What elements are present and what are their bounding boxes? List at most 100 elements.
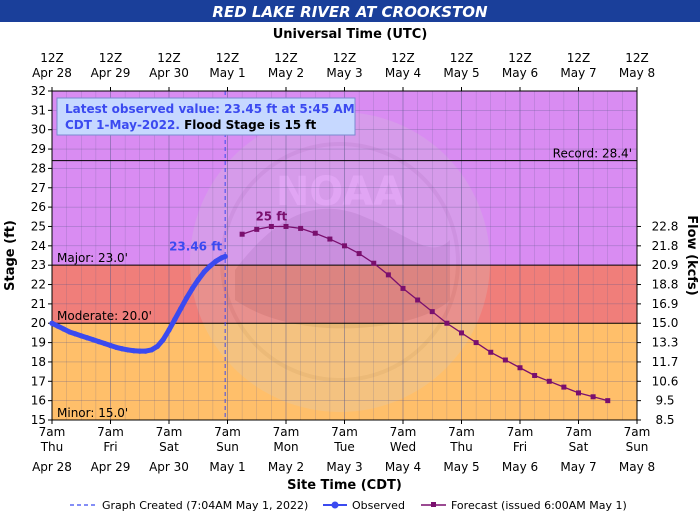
x-tick-time: 7am (448, 425, 475, 439)
observed-point (96, 339, 102, 345)
x-tick-time: 7am (156, 425, 183, 439)
top-x-tick-time: 12Z (508, 51, 532, 65)
x-tick-day: Sat (569, 440, 589, 454)
forecast-point (371, 260, 377, 266)
x-tick-date: May 4 (385, 460, 421, 474)
observed-point (137, 348, 143, 354)
forecast-point (532, 372, 538, 378)
y-axis-title: Stage (ft) (3, 220, 18, 291)
legend-forecast: Forecast (issued 6:00AM May 1) (451, 499, 627, 512)
observed-point (222, 253, 228, 260)
top-x-tick-date: May 3 (326, 66, 362, 80)
threshold-label-major: Major: 23.0' (57, 251, 128, 265)
x-tick-time: 7am (390, 425, 417, 439)
x-tick-time: 7am (331, 425, 358, 439)
flow-tick-label: 11.7 (652, 355, 679, 369)
forecast-point (298, 225, 304, 231)
x-tick-time: 7am (39, 425, 66, 439)
axes: 15 16 17 18 19 20 21 22 23 24 25 26 27 28 29 30 31 32 8.5 9… (3, 51, 699, 493)
x-tick-time: 7am (624, 425, 651, 439)
y-tick-label: 32 (31, 84, 46, 98)
observed-point (172, 316, 178, 322)
flow-tick-label: 18.8 (652, 278, 679, 292)
svg-text:NOAA: NOAA (276, 169, 404, 215)
y2-axis-title: Flow (kcfs) (684, 215, 699, 295)
forecast-point (327, 236, 333, 242)
x-tick-day: Thu (40, 440, 64, 454)
top-x-tick-date: May 2 (268, 66, 304, 80)
top-x-tick-time: 12Z (567, 51, 591, 65)
observed-point (183, 295, 190, 301)
top-x-tick-time: 12Z (333, 51, 357, 65)
x-tick-date: May 5 (443, 460, 479, 474)
observed-point (195, 277, 201, 283)
top-x-tick-time: 12Z (157, 51, 181, 65)
observed-point (90, 337, 96, 343)
y-tick-label: 23 (31, 258, 46, 272)
x-tick-day: Wed (390, 440, 416, 454)
forecast-point (254, 226, 260, 232)
x-tick-day: Tue (333, 440, 355, 454)
observed-point (125, 347, 131, 353)
x-axis-title: Site Time (CDT) (287, 478, 402, 493)
y-tick-label: 28 (31, 161, 46, 175)
legend: Graph Created (7:04AM May 1, 2022) Obser… (70, 499, 627, 512)
forecast-point (459, 330, 464, 336)
observed-point (102, 340, 108, 347)
top-x-tick-date: May 6 (502, 66, 538, 80)
flow-tick-label: 10.6 (652, 374, 679, 388)
x-tick-time: 7am (273, 425, 300, 439)
legend-forecast-marker (431, 502, 436, 507)
observed-point (78, 333, 84, 339)
x-tick-date: Apr 29 (91, 460, 131, 474)
top-x-tick-date: Apr 29 (91, 66, 131, 80)
observed-point (131, 348, 137, 354)
threshold-label-minor: Minor: 15.0' (57, 406, 128, 420)
forecast-point (385, 272, 391, 278)
observed-point (178, 306, 184, 312)
annotation-line1: Latest observed value: 23.45 ft at 5:45 … (65, 102, 355, 116)
x-tick-day: Mon (273, 440, 298, 454)
flow-tick-label: 22.8 (652, 219, 679, 233)
forecast-point (561, 384, 567, 390)
forecast-point (605, 398, 611, 404)
forecast-point (488, 349, 494, 355)
forecast-point (239, 231, 245, 237)
observed-point (107, 342, 114, 349)
legend-observed: Observed (352, 499, 405, 512)
forecast-point (342, 243, 347, 249)
observed-point (113, 344, 119, 351)
top-x-tick-date: May 4 (385, 66, 421, 80)
y-tick-label: 17 (31, 374, 46, 388)
forecast-point (444, 320, 450, 326)
x-tick-date: Apr 30 (149, 460, 189, 474)
observed-point (84, 335, 90, 341)
forecast-point (576, 390, 581, 396)
forecast-point (283, 223, 289, 229)
record-label: Record: 28.4' (553, 147, 632, 161)
x-tick-time: 7am (565, 425, 592, 439)
y-tick-label: 29 (31, 142, 46, 156)
top-x-tick-time: 12Z (274, 51, 298, 65)
forecast-point (400, 285, 406, 291)
top-x-tick-time: 12Z (216, 51, 240, 65)
forecast-point (517, 365, 523, 371)
x-tick-day: Sun (216, 440, 239, 454)
top-x-tick-time: 12Z (450, 51, 474, 65)
observed-point (154, 343, 160, 350)
top-axis-title: Universal Time (UTC) (273, 27, 428, 42)
observed-point (207, 263, 213, 269)
observed-point (160, 337, 166, 343)
peak-label: 25 ft (255, 209, 287, 223)
top-x-tick-date: May 8 (619, 66, 655, 80)
x-tick-date: May 2 (268, 460, 304, 474)
noaa-watermark-logo: NOAA (190, 112, 490, 412)
flow-tick-label: 16.9 (652, 297, 679, 311)
y-tick-label: 18 (31, 355, 46, 369)
latest-value-annotation: Latest observed value: 23.45 ft at 5:45 … (56, 97, 356, 136)
top-x-tick-time: 12Z (625, 51, 649, 65)
latest-value-label: 23.46 ft (169, 239, 222, 253)
observed-point (119, 346, 125, 352)
observed-point (189, 285, 195, 291)
top-x-tick-date: May 5 (443, 66, 479, 80)
